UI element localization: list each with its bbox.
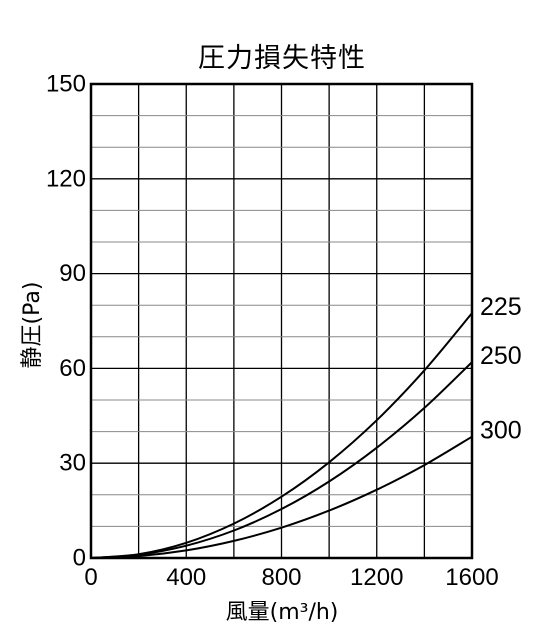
y-tick-label: 30 [59,450,86,477]
y-tick-label: 90 [59,260,86,287]
series-lines [90,312,473,559]
series-labels: 225 250 300 [480,293,522,445]
series-line-225 [90,312,473,559]
y-tick-label: 0 [73,545,86,572]
chart-title: 圧力損失特性 [198,43,366,74]
series-line-250 [90,361,473,559]
x-tick-label: 1200 [350,564,403,591]
x-tick-label: 1600 [445,564,498,591]
plot-frame [89,82,474,560]
y-tick-label: 60 [59,355,86,382]
y-tick-label: 120 [46,165,86,192]
series-label-300: 300 [480,417,522,445]
tick-labels: 0 30 60 90 120 150 0 400 800 1200 1600 [46,71,499,592]
series-line-300 [90,435,473,559]
series-label-225: 225 [480,293,522,321]
y-tick-label: 150 [46,71,86,98]
x-tick-label: 800 [261,564,301,591]
grid [91,84,472,558]
x-tick-label: 0 [84,564,97,591]
x-axis-label: 風量(m³/h) [225,600,339,625]
series-label-250: 250 [480,342,522,370]
x-tick-label: 400 [166,564,206,591]
